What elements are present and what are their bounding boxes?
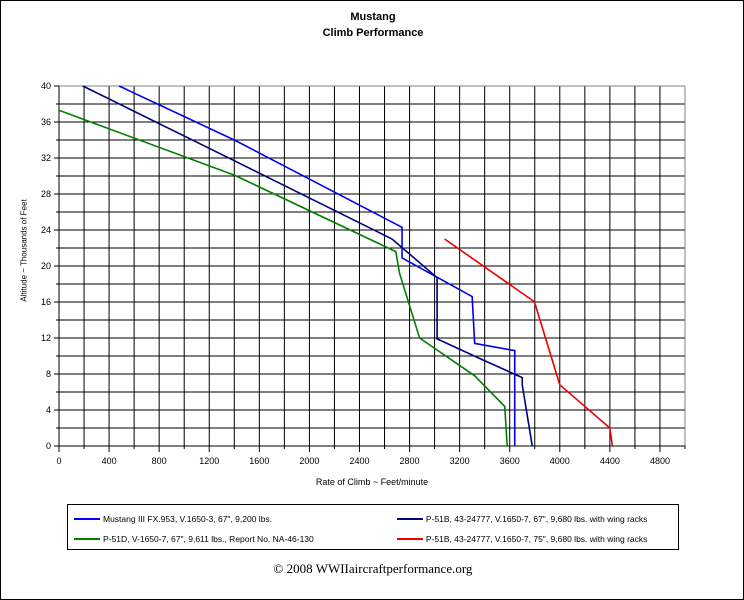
legend-swatch-icon-0 (74, 518, 100, 520)
y-tick-label: 12 (41, 333, 51, 343)
copyright-footer: © 2008 WWIIaircraftperformance.org (273, 561, 473, 576)
x-tick-label: 3200 (450, 456, 470, 466)
legend-swatch-icon-1 (396, 518, 423, 520)
x-tick-label: 1600 (249, 456, 269, 466)
x-tick-label: 2000 (299, 456, 319, 466)
legend-item-3: P-51B, 43-24777, V.1650-7, 75", 9,680 lb… (396, 529, 672, 549)
x-tick-label: 2400 (349, 456, 369, 466)
y-tick-label: 40 (41, 81, 51, 91)
y-tick-label: 0 (46, 441, 51, 451)
legend-row: Mustang III FX.953, V.1650-3, 67", 9,200… (74, 509, 672, 529)
x-axis-title: Rate of Climb ~ Feet/minute (315, 477, 429, 487)
series-line-3 (444, 238, 614, 447)
x-tick-label: 4800 (650, 456, 670, 466)
x-tick-label: 4000 (550, 456, 570, 466)
y-tick-label: 28 (41, 189, 51, 199)
chart-title: Mustang Climb Performance (1, 9, 743, 41)
legend-label-1: P-51B, 43-24777, V.1650-7, 67", 9,680 lb… (425, 514, 648, 524)
y-tick-label: 24 (41, 225, 51, 235)
legend-label-2: P-51D, V-1650-7, 67", 9,611 lbs., Report… (103, 534, 314, 544)
y-tick-label: 36 (41, 117, 51, 127)
x-tick-label: 3600 (500, 456, 520, 466)
legend-item-0: Mustang III FX.953, V.1650-3, 67", 9,200… (74, 509, 397, 529)
legend-swatch-icon-3 (396, 538, 423, 540)
x-tick-label: 4400 (600, 456, 620, 466)
legend-label-3: P-51B, 43-24777, V.1650-7, 75", 9,680 lb… (425, 534, 648, 544)
y-tick-label: 4 (46, 405, 51, 415)
legend-label-0: Mustang III FX.953, V.1650-3, 67", 9,200… (103, 514, 273, 524)
x-tick-label: 0 (56, 456, 61, 466)
x-tick-label: 1200 (199, 456, 219, 466)
legend-item-1: P-51B, 43-24777, V.1650-7, 67", 9,680 lb… (396, 509, 672, 529)
y-tick-label: 8 (46, 369, 51, 379)
legend-item-2: P-51D, V-1650-7, 67", 9,611 lbs., Report… (74, 529, 397, 549)
x-tick-label: 400 (102, 456, 117, 466)
chart-title-line-1: Mustang (350, 11, 396, 23)
y-tick-label: 20 (41, 261, 51, 271)
y-tick-label: 32 (41, 153, 51, 163)
chart-legend: Mustang III FX.953, V.1650-3, 67", 9,200… (67, 504, 679, 550)
legend-swatch-icon-2 (74, 538, 100, 540)
y-tick-label: 16 (41, 297, 51, 307)
series-line-1 (82, 85, 534, 447)
y-axis-title: Altitude ~ Thousands of Feet (19, 199, 29, 302)
x-tick-label: 2800 (400, 456, 420, 466)
x-tick-label: 800 (152, 456, 167, 466)
chart-title-line-2: Climb Performance (322, 27, 424, 39)
series-line-2 (58, 109, 509, 447)
legend-row: P-51D, V-1650-7, 67", 9,611 lbs., Report… (74, 529, 672, 549)
